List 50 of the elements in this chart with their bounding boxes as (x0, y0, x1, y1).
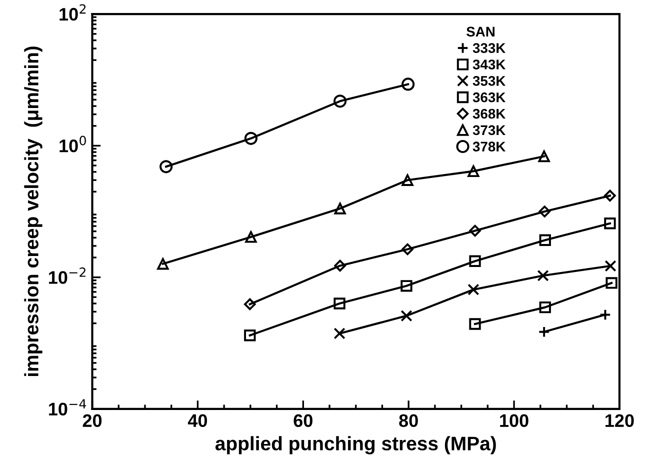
point (537, 270, 549, 282)
point (334, 328, 346, 340)
point (468, 284, 480, 296)
point (334, 202, 346, 214)
point (538, 206, 550, 218)
point (334, 260, 346, 272)
point (469, 224, 481, 237)
point (244, 298, 256, 310)
point (157, 258, 169, 270)
legend-label: 333K (472, 43, 506, 54)
legend-label: 353K (472, 76, 506, 86)
x-tick-label: 40 (188, 414, 207, 428)
x-axis-title: applied punching stress (MPa) (215, 436, 496, 454)
point (402, 78, 415, 91)
point (539, 301, 551, 314)
y-tick-label: 10$^{−4}$ (48, 399, 86, 416)
legend-label: 363K (472, 92, 506, 102)
point (538, 150, 550, 162)
y-tick-label: 10$^{−2}$ (48, 267, 86, 284)
point (604, 260, 616, 272)
point (606, 277, 618, 289)
point (402, 243, 414, 256)
point (402, 174, 414, 186)
point (245, 231, 257, 243)
point (334, 298, 346, 310)
x-tick-label: 20 (82, 414, 102, 428)
x-tick-label: 120 (606, 414, 634, 428)
point (469, 318, 481, 330)
x-tick-label: 60 (294, 414, 312, 428)
x-tick-label: 100 (500, 414, 528, 428)
legend-label: 373K (472, 125, 506, 136)
point (604, 190, 616, 202)
point (244, 132, 258, 145)
point (400, 280, 412, 292)
legend-label: 368K (472, 108, 506, 119)
point (604, 218, 616, 230)
point (539, 234, 551, 246)
point (469, 255, 481, 267)
y-axis-title: impression creep velocity (μm/min) (24, 46, 42, 376)
point (468, 165, 480, 178)
x-tick-label: 80 (399, 414, 418, 428)
legend-label: 378K (472, 142, 506, 152)
point (400, 310, 412, 322)
y-tick-label: 10$^{2}$ (60, 4, 86, 21)
y-tick-label: 10$^{0}$ (60, 136, 86, 152)
point (334, 94, 347, 108)
legend-title: SAN (466, 26, 494, 37)
legend-label: 343K (472, 60, 506, 70)
point (160, 160, 173, 174)
point (244, 330, 256, 342)
